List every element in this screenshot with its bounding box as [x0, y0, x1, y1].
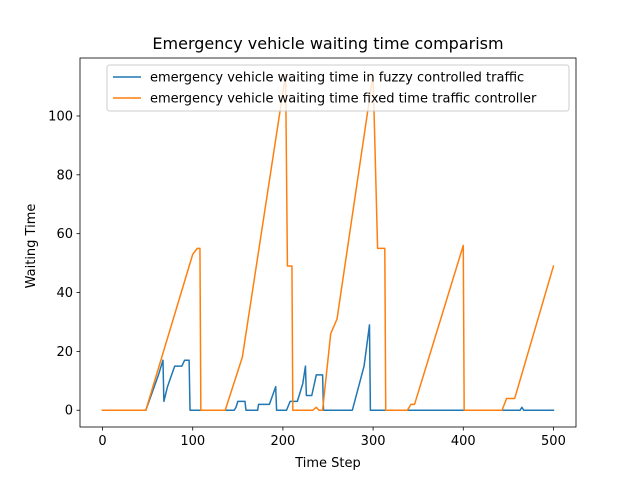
x-tick-label: 0 — [98, 434, 106, 449]
x-tick-label: 400 — [451, 434, 476, 449]
y-axis-label: Waiting Time — [24, 204, 39, 289]
legend-label-1: emergency vehicle waiting time in fuzzy … — [150, 71, 524, 86]
legend: emergency vehicle waiting time in fuzzy … — [106, 64, 570, 112]
y-tick-label: 60 — [56, 227, 73, 242]
x-tick-label: 300 — [361, 434, 386, 449]
legend-label-2: emergency vehicle waiting time fixed tim… — [150, 92, 537, 107]
y-tick-label: 40 — [56, 286, 73, 301]
chart-title: Emergency vehicle waiting time comparism — [152, 34, 503, 53]
x-axis-label: Time Step — [294, 456, 361, 471]
plot-area: 0 100 200 300 400 500 0 20 40 60 80 100 emergency ve… — [48, 57, 577, 449]
y-tick-label: 100 — [48, 109, 73, 124]
series-line-2 — [101, 74, 555, 411]
y-tick-label: 0 — [65, 404, 73, 419]
series-line-1 — [101, 324, 555, 411]
x-tick-label: 100 — [180, 434, 205, 449]
y-tick-label: 20 — [56, 345, 73, 360]
y-tick-label: 80 — [56, 168, 73, 183]
axes-frame — [79, 57, 577, 428]
x-tick-label: 500 — [541, 434, 566, 449]
x-tick-label: 200 — [270, 434, 295, 449]
legend-box — [106, 64, 570, 112]
